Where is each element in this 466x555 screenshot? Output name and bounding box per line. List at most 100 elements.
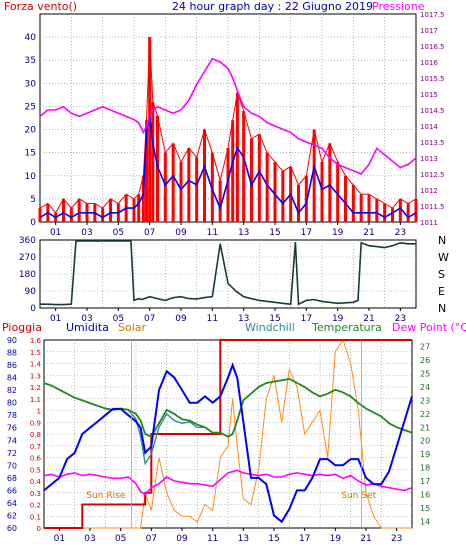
wind-y-tick-label: 10 — [25, 172, 37, 182]
humidity-y-tick-label: 62 — [7, 511, 17, 520]
pressure-y-tick-label: 1012 — [420, 187, 438, 195]
wind-gust-line — [39, 37, 417, 214]
climate-panel-x-tick-label: 05 — [115, 534, 126, 544]
climate-panel-x-tick-label: 09 — [176, 534, 188, 544]
temperature-y-tick-label: 15 — [420, 504, 430, 513]
temperature-y-tick-label: 24 — [420, 383, 430, 392]
pressure-y-tick-label: 1011.5 — [420, 203, 445, 211]
wind-panel-x-tick-label: 05 — [113, 228, 124, 238]
temperature-y-tick-label: 25 — [420, 370, 430, 379]
pressure-y-tick-label: 1013 — [420, 155, 438, 163]
pressure-y-tick-label: 1017.5 — [420, 11, 445, 19]
temperature-y-tick-label: 16 — [420, 490, 430, 499]
direction-panel-x-tick-label: 05 — [113, 314, 124, 324]
wind-y-tick-label: 20 — [25, 126, 37, 136]
temperature-y-tick-label: 26 — [420, 356, 430, 365]
direction-panel-x-tick-label: 11 — [207, 314, 218, 324]
humidity-y-tick-label: 64 — [7, 499, 17, 508]
rain-y-tick-label: 1.4 — [30, 361, 42, 369]
rain-y-tick-label: 1.2 — [30, 384, 41, 392]
pressure-y-tick-label: 1015.5 — [420, 75, 445, 83]
climate-panel-x-tick-label: 01 — [54, 534, 65, 544]
wind-average-line — [39, 115, 417, 219]
pressure-y-tick-label: 1015 — [420, 91, 438, 99]
direction-panel-x-tick-label: 21 — [363, 314, 374, 324]
direction-panel-x-tick-label: 15 — [269, 314, 280, 324]
wind-y-tick-label: 0 — [30, 218, 36, 228]
humidity-y-tick-label: 72 — [7, 449, 17, 458]
direction-y-tick-label: 360 — [19, 236, 36, 246]
compass-label: W — [438, 251, 449, 264]
rain-y-tick-label: 0.7 — [30, 443, 41, 451]
humidity-y-tick-label: 66 — [7, 486, 17, 495]
data-layer — [38, 37, 418, 529]
climate-panel-x-tick-label: 15 — [268, 534, 279, 544]
wind-panel-x-tick-label: 13 — [238, 228, 249, 238]
direction-y-tick-label: 180 — [19, 270, 36, 280]
pressure-line — [39, 57, 417, 175]
wind-panel-x-tick-label: 17 — [301, 228, 312, 238]
climate-panel-x-tick-label: 07 — [146, 534, 157, 544]
rain-y-tick-label: 0.3 — [30, 490, 41, 498]
temperature-y-tick-label: 17 — [420, 477, 430, 486]
sunset-label: Sun Set — [341, 491, 376, 501]
rain-y-tick-label: 0 — [37, 525, 41, 533]
direction-panel-x-tick-label: 13 — [238, 314, 249, 324]
temperature-y-tick-label: 23 — [420, 396, 430, 405]
pressure-y-tick-label: 1012.5 — [420, 171, 445, 179]
direction-panel-x-tick-label: 03 — [81, 314, 92, 324]
wind-panel-x-tick-label: 09 — [175, 228, 187, 238]
dewpoint-line — [43, 469, 413, 496]
wind-panel-x-tick-label: 07 — [144, 228, 155, 238]
wind-panel-x-tick-label: 01 — [50, 228, 61, 238]
direction-panel-x-tick-label: 09 — [175, 314, 187, 324]
humidity-y-tick-label: 60 — [7, 524, 17, 533]
humidity-y-tick-label: 74 — [7, 436, 17, 445]
compass-label: N — [438, 234, 446, 247]
climate-panel-x-tick-label: 23 — [391, 534, 402, 544]
rain-axis-title: Pioggia — [2, 321, 42, 334]
humidity-y-tick-label: 80 — [7, 399, 17, 408]
rain-y-tick-label: 0.5 — [30, 466, 41, 474]
humidity-axis-title: Umidita — [66, 321, 109, 334]
direction-panel-x-tick-label: 19 — [332, 314, 344, 324]
direction-panel-x-tick-label: 07 — [144, 314, 155, 324]
climate-panel-x-tick-label: 17 — [299, 534, 310, 544]
direction-y-tick-label: 0 — [30, 304, 36, 314]
climate-panel-x-tick-label: 11 — [207, 534, 218, 544]
temperature-y-tick-label: 22 — [420, 410, 430, 419]
compass-label: S — [438, 268, 445, 281]
rain-y-tick-label: 0.8 — [30, 431, 41, 439]
sunrise-label: Sun Rise — [86, 491, 125, 501]
wind-y-tick-label: 5 — [30, 195, 36, 205]
climate-panel-x-tick-label: 21 — [360, 534, 371, 544]
temperature-y-tick-label: 18 — [420, 464, 430, 473]
wind-y-tick-label: 15 — [25, 149, 36, 159]
direction-panel-x-tick-label: 01 — [50, 314, 61, 324]
rain-y-tick-label: 0.9 — [30, 419, 41, 427]
humidity-y-tick-label: 84 — [7, 374, 17, 383]
wind-direction-line — [40, 240, 416, 306]
temperature-y-tick-label: 20 — [420, 437, 430, 446]
climate-panel-x-tick-label: 03 — [84, 534, 95, 544]
rain-y-tick-label: 0.2 — [30, 502, 41, 510]
pressure-y-tick-label: 1017 — [420, 27, 438, 35]
wind-panel-x-tick-label: 11 — [207, 228, 218, 238]
rain-y-tick-label: 1.5 — [30, 349, 41, 357]
pressure-y-tick-label: 1016 — [420, 59, 438, 67]
wind-axis-title: Forza vento() — [4, 0, 77, 13]
rain-y-tick-label: 0.4 — [30, 478, 42, 486]
windchill-label: Windchill — [245, 321, 295, 334]
direction-y-tick-label: 90 — [25, 287, 37, 297]
wind-panel-x-tick-label: 19 — [332, 228, 344, 238]
temperature-y-tick-label: 21 — [420, 423, 430, 432]
pressure-y-tick-label: 1016.5 — [420, 43, 445, 51]
humidity-y-tick-label: 76 — [7, 424, 17, 433]
rain-y-tick-label: 0.1 — [30, 513, 41, 521]
temperature-y-tick-label: 27 — [420, 343, 430, 352]
compass-label: E — [438, 285, 445, 298]
compass-label: N — [438, 302, 446, 315]
rain-y-tick-label: 1.1 — [30, 396, 41, 404]
humidity-y-tick-label: 88 — [7, 349, 17, 358]
direction-y-tick-label: 270 — [19, 253, 36, 263]
